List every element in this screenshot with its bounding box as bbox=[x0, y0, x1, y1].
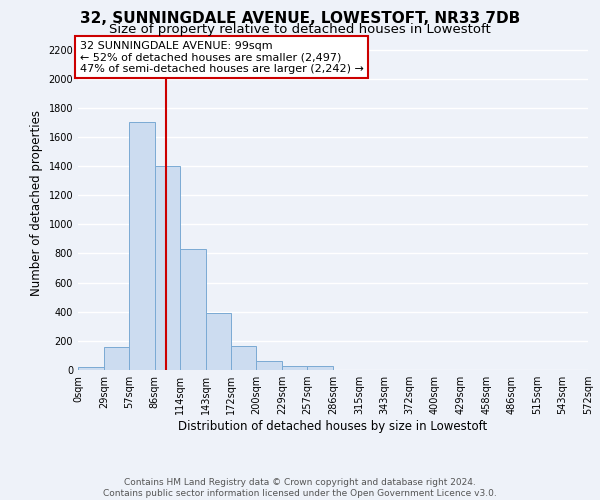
Bar bbox=[155, 166, 179, 370]
Text: Size of property relative to detached houses in Lowestoft: Size of property relative to detached ho… bbox=[109, 22, 491, 36]
Bar bbox=[282, 366, 307, 370]
Bar bbox=[256, 360, 282, 370]
Bar bbox=[129, 122, 155, 370]
X-axis label: Distribution of detached houses by size in Lowestoft: Distribution of detached houses by size … bbox=[178, 420, 488, 433]
Y-axis label: Number of detached properties: Number of detached properties bbox=[30, 110, 43, 296]
Bar bbox=[78, 367, 104, 370]
Bar bbox=[232, 346, 256, 370]
Bar bbox=[179, 249, 205, 370]
Text: 32, SUNNINGDALE AVENUE, LOWESTOFT, NR33 7DB: 32, SUNNINGDALE AVENUE, LOWESTOFT, NR33 … bbox=[80, 11, 520, 26]
Text: 32 SUNNINGDALE AVENUE: 99sqm
← 52% of detached houses are smaller (2,497)
47% of: 32 SUNNINGDALE AVENUE: 99sqm ← 52% of de… bbox=[80, 41, 364, 74]
Bar bbox=[104, 346, 129, 370]
Bar bbox=[307, 366, 333, 370]
Text: Contains HM Land Registry data © Crown copyright and database right 2024.
Contai: Contains HM Land Registry data © Crown c… bbox=[103, 478, 497, 498]
Bar bbox=[205, 313, 232, 370]
